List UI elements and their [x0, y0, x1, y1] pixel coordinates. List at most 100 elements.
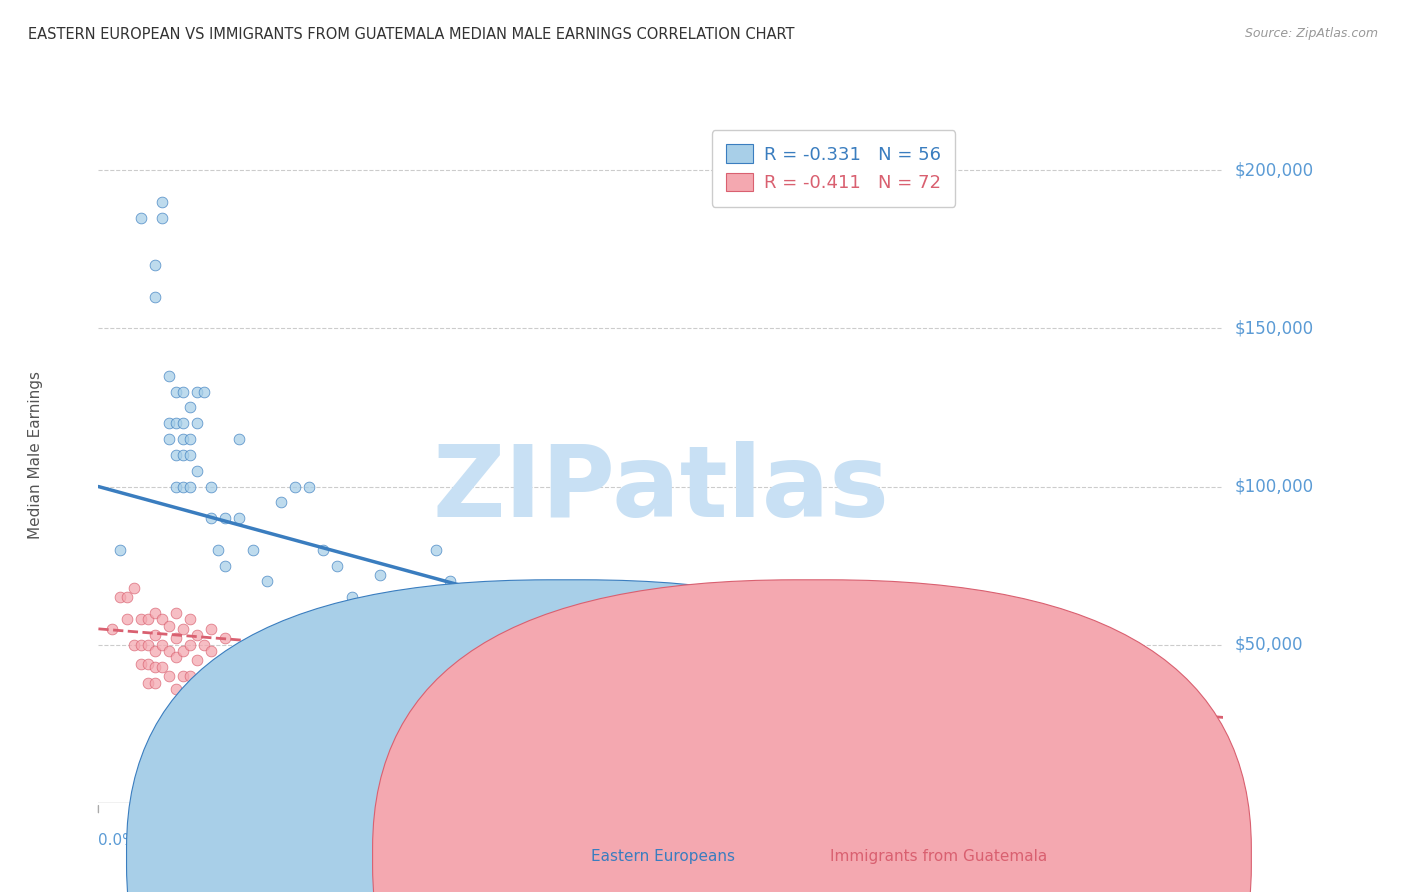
Point: [228, 650, 250, 665]
Point: [172, 669, 194, 683]
Point: [186, 384, 208, 399]
Point: [256, 681, 278, 696]
Point: [129, 211, 152, 225]
Point: [165, 681, 187, 696]
Point: [579, 622, 602, 636]
Text: Median Male Earnings: Median Male Earnings: [28, 371, 44, 539]
Point: [143, 258, 166, 272]
Point: [242, 542, 264, 557]
Point: [122, 638, 145, 652]
Point: [1184, 780, 1206, 794]
Point: [122, 581, 145, 595]
Point: [143, 290, 166, 304]
Point: [172, 622, 194, 636]
Point: [172, 417, 194, 431]
Point: [579, 669, 602, 683]
Point: [284, 644, 307, 658]
Point: [228, 511, 250, 525]
Point: [186, 628, 208, 642]
Point: [165, 650, 187, 665]
Point: [143, 628, 166, 642]
Point: [157, 644, 180, 658]
Point: [242, 669, 264, 683]
Point: [312, 542, 335, 557]
Point: [179, 612, 201, 626]
Point: [439, 574, 461, 589]
Point: [368, 681, 391, 696]
Point: [186, 464, 208, 478]
Point: [143, 606, 166, 620]
Point: [108, 542, 131, 557]
Point: [467, 638, 489, 652]
Point: [179, 448, 201, 462]
Point: [382, 691, 405, 706]
Point: [368, 568, 391, 582]
Point: [298, 479, 321, 493]
Point: [214, 681, 236, 696]
Point: [256, 660, 278, 674]
Point: [172, 644, 194, 658]
Point: [150, 638, 173, 652]
Point: [165, 632, 187, 646]
Point: [650, 681, 672, 696]
Point: [270, 669, 292, 683]
Point: [129, 612, 152, 626]
Point: [678, 707, 700, 722]
Point: [165, 417, 187, 431]
Point: [172, 479, 194, 493]
Text: EASTERN EUROPEAN VS IMMIGRANTS FROM GUATEMALA MEDIAN MALE EARNINGS CORRELATION C: EASTERN EUROPEAN VS IMMIGRANTS FROM GUAT…: [28, 27, 794, 42]
Point: [150, 660, 173, 674]
Point: [186, 417, 208, 431]
Point: [179, 638, 201, 652]
Point: [621, 669, 644, 683]
Point: [157, 368, 180, 383]
Point: [179, 401, 201, 415]
Point: [959, 669, 981, 683]
Point: [115, 612, 138, 626]
Point: [396, 606, 419, 620]
Point: [200, 479, 222, 493]
Point: [270, 495, 292, 509]
Text: Immigrants from Guatemala: Immigrants from Guatemala: [830, 849, 1047, 863]
Point: [186, 653, 208, 667]
Point: [179, 432, 201, 446]
Point: [607, 644, 630, 658]
Point: [172, 448, 194, 462]
Point: [509, 707, 531, 722]
Point: [150, 194, 173, 209]
Point: [207, 660, 229, 674]
Point: [200, 622, 222, 636]
Point: [481, 599, 503, 614]
Text: $100,000: $100,000: [1234, 477, 1313, 496]
Point: [165, 606, 187, 620]
Point: [1099, 644, 1122, 658]
Point: [157, 432, 180, 446]
Point: [179, 479, 201, 493]
Point: [1099, 726, 1122, 740]
Point: [150, 211, 173, 225]
Point: [136, 612, 159, 626]
Point: [678, 638, 700, 652]
Point: [228, 681, 250, 696]
Point: [129, 657, 152, 671]
Text: 0.0%: 0.0%: [98, 833, 138, 848]
Point: [200, 675, 222, 690]
Point: [706, 691, 728, 706]
Point: [200, 511, 222, 525]
Point: [551, 691, 574, 706]
Point: [228, 432, 250, 446]
Point: [284, 479, 307, 493]
Point: [200, 644, 222, 658]
Point: [136, 675, 159, 690]
Point: [108, 591, 131, 605]
Point: [193, 384, 215, 399]
Text: Source: ZipAtlas.com: Source: ZipAtlas.com: [1244, 27, 1378, 40]
Legend: R = -0.331   N = 56, R = -0.411   N = 72: R = -0.331 N = 56, R = -0.411 N = 72: [711, 130, 956, 207]
Point: [439, 669, 461, 683]
Point: [165, 479, 187, 493]
Point: [931, 644, 953, 658]
Text: ZIPatlas: ZIPatlas: [433, 442, 889, 538]
Point: [973, 622, 995, 636]
Point: [214, 632, 236, 646]
Point: [136, 638, 159, 652]
